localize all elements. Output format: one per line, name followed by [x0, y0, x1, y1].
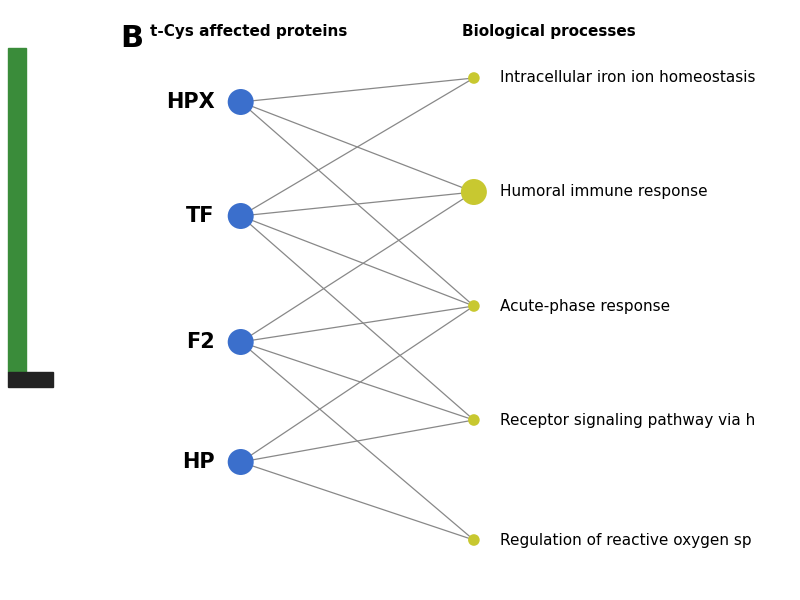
Point — [467, 301, 480, 311]
Text: Acute-phase response: Acute-phase response — [500, 298, 670, 313]
Text: Receptor signaling pathway via h: Receptor signaling pathway via h — [500, 413, 755, 427]
Point — [467, 415, 480, 425]
Text: F2: F2 — [186, 332, 214, 352]
Text: HPX: HPX — [166, 92, 214, 112]
Bar — [7, 372, 53, 387]
Text: Biological processes: Biological processes — [462, 24, 636, 39]
Point — [234, 97, 247, 107]
Text: Humoral immune response: Humoral immune response — [500, 184, 708, 199]
Text: Regulation of reactive oxygen sp: Regulation of reactive oxygen sp — [500, 533, 752, 547]
Text: Intracellular iron ion homeostasis: Intracellular iron ion homeostasis — [500, 70, 756, 85]
Point — [234, 337, 247, 347]
Point — [234, 457, 247, 467]
Point — [234, 211, 247, 221]
Text: HP: HP — [182, 452, 214, 472]
Text: TF: TF — [186, 206, 214, 226]
Point — [467, 73, 480, 83]
Text: B: B — [120, 24, 143, 53]
Point — [467, 187, 480, 197]
Text: t-Cys affected proteins: t-Cys affected proteins — [150, 24, 347, 39]
Point — [467, 535, 480, 545]
Bar — [7, 48, 26, 372]
